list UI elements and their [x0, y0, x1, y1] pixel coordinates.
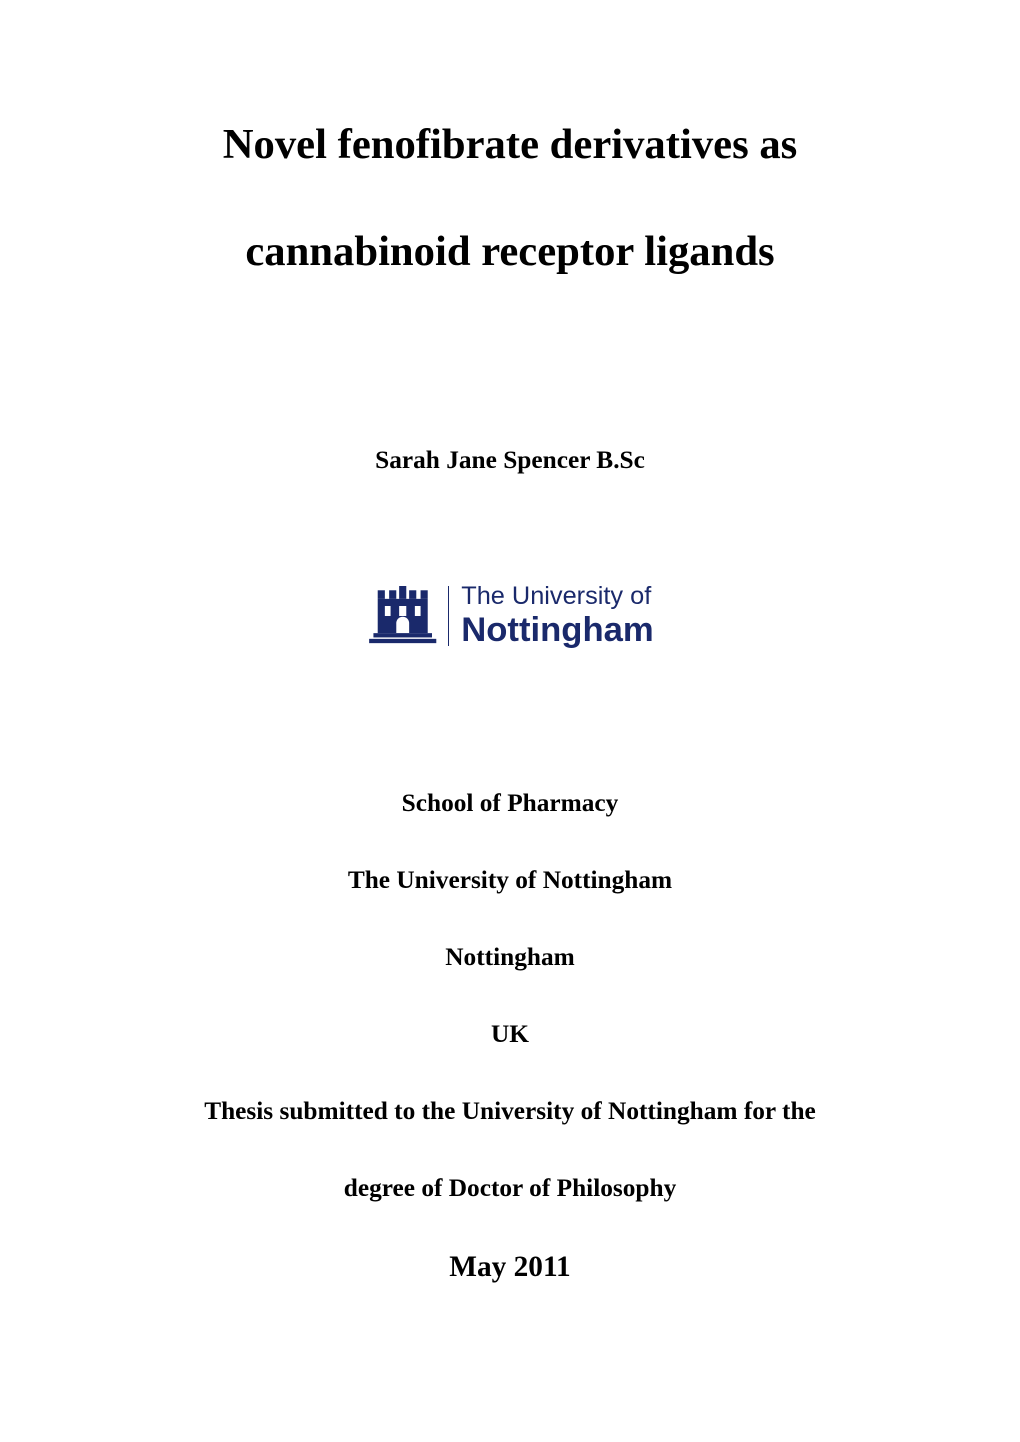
thesis-date: May 2011 [110, 1251, 910, 1284]
logo-castle-icon [366, 586, 449, 646]
university-name: The University of Nottingham [110, 866, 910, 895]
castle-icon [366, 586, 438, 646]
submission-line-2: degree of Doctor of Philosophy [110, 1174, 910, 1203]
title-line-1: Novel fenofibrate derivatives as [110, 120, 910, 169]
country-name: UK [110, 1020, 910, 1049]
logo-text: The University of Nottingham [461, 583, 654, 649]
city-name: Nottingham [110, 943, 910, 972]
school-name: School of Pharmacy [110, 789, 910, 818]
author-name: Sarah Jane Spencer B.Sc [110, 446, 910, 475]
logo-text-line-2: Nottingham [461, 611, 654, 649]
logo-text-line-1: The University of [461, 583, 654, 611]
submission-line-1: Thesis submitted to the University of No… [110, 1097, 910, 1126]
title-line-2: cannabinoid receptor ligands [110, 227, 910, 276]
university-logo: The University of Nottingham [110, 583, 910, 649]
